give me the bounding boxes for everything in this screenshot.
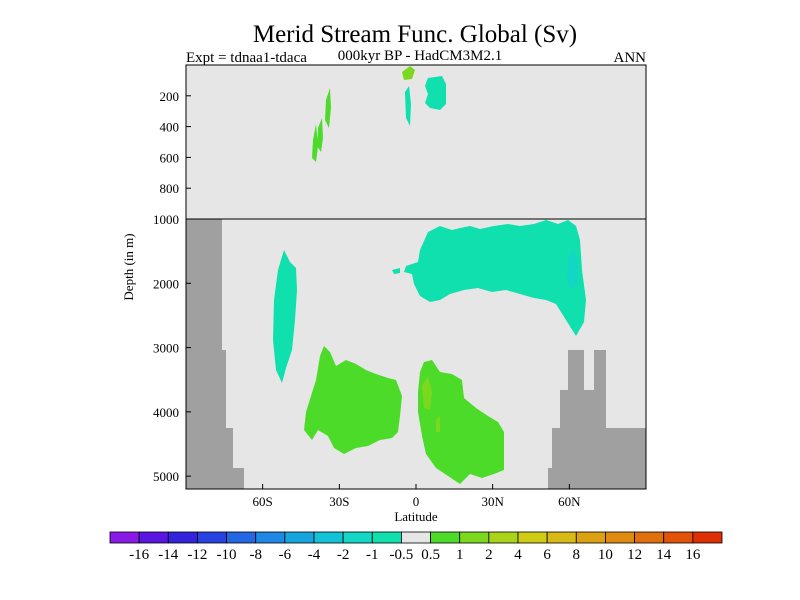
contour-north-cell-core [567, 250, 578, 290]
colorbar-label-5: -6 [279, 547, 292, 563]
colorbar-swatch-12 [459, 531, 490, 544]
lower-panel [185, 218, 647, 490]
contour-abyssal-north [418, 360, 504, 484]
colorbar-swatch-0 [109, 531, 140, 544]
y-axis-lower: 2000 3000 4000 5000 [153, 276, 191, 484]
colorbar-swatch-15 [546, 531, 577, 544]
colorbar-swatch-2 [167, 531, 198, 544]
colorbar-label-2: -12 [187, 547, 207, 563]
x-tick-label-4: 60N [558, 494, 581, 509]
x-tick-label-0: 60S [253, 494, 273, 509]
y-upper-tick-label-0: 200 [160, 89, 180, 104]
y-upper-tick-label-1: 400 [160, 120, 180, 135]
y-axis-upper: 200 400 600 800 1000 [153, 89, 191, 227]
colorbar-label-6: -4 [308, 547, 321, 563]
contour-upper-sliver-c [317, 118, 323, 152]
colorbar-label-18: 14 [656, 547, 672, 563]
colorbar-label-19: 16 [685, 547, 701, 563]
upper-panel [185, 64, 647, 220]
colorbar-label-0: -16 [129, 547, 149, 563]
colorbar-swatch-16 [575, 531, 606, 544]
colorbar-swatch-6 [284, 531, 315, 544]
land-mask [186, 219, 646, 489]
land-mask-arctic [548, 350, 646, 489]
colorbar-swatch-8 [342, 531, 373, 544]
colorbar-swatch-17 [605, 531, 635, 544]
colorbar-label-4: -8 [249, 547, 262, 563]
colorbar-label-12: 2 [485, 547, 493, 563]
colorbar-swatch-13 [488, 531, 519, 544]
contour-upper-tropical-cell [425, 76, 446, 110]
contour-upper-sliver-d [312, 124, 318, 162]
colorbar-swatch-4 [226, 531, 257, 544]
contour-upper-surface-cell [402, 66, 415, 80]
contour-upper-sliver-b [325, 88, 331, 128]
chart-subtitle-model: 000kyr BP - HadCM3M2.1 [338, 48, 502, 64]
colorbar-swatch-19 [663, 531, 694, 544]
contour-abyssal-north-spot [436, 416, 440, 432]
colorbar-label-15: 8 [573, 547, 581, 563]
y-upper-tick-label-3: 800 [160, 181, 180, 196]
colorbar-swatch-9 [371, 531, 402, 544]
chart-subtitle-experiment: Expt = tdnaa1-tdaca [186, 50, 307, 66]
land-mask-antarctica [186, 219, 244, 489]
colorbar-label-11: 1 [456, 547, 464, 563]
colorbar-swatch-20 [692, 531, 723, 544]
colorbar-swatch-5 [255, 531, 286, 544]
colorbar-label-9: -0.5 [390, 547, 414, 563]
colorbar-label-8: -1 [366, 547, 379, 563]
x-axis: 60S 30S 0 30N 60N [253, 484, 581, 509]
colorbar-label-17: 12 [627, 547, 642, 563]
colorbar-swatch-11 [430, 531, 461, 544]
y-upper-tick-label-4: 1000 [153, 212, 179, 227]
colorbar-label-7: -2 [337, 547, 350, 563]
y-axis-label: Depth (in m) [121, 233, 136, 300]
chart-subtitle-season: ANN [614, 50, 647, 66]
colorbar-swatch-1 [138, 531, 169, 544]
upper-panel-background [186, 65, 646, 219]
lower-panel-contours [273, 220, 586, 484]
colorbar-label-10: 0.5 [421, 547, 440, 563]
colorbar: -16 -14 -12 -10 -8 -6 -4 -2 -1 -0.5 0.5 1 2 4 6 8 10 12 14… [109, 531, 723, 563]
x-tick-label-2: 0 [413, 494, 420, 509]
contour-south-deep-cell [273, 250, 297, 383]
contour-abyssal-north-core [422, 376, 432, 410]
colorbar-swatch-10 [401, 531, 431, 544]
y-lower-tick-label-2: 4000 [153, 405, 179, 420]
colorbar-label-16: 10 [598, 547, 613, 563]
y-lower-tick-label-3: 5000 [153, 469, 179, 484]
colorbar-label-13: 4 [514, 547, 522, 563]
colorbar-swatch-18 [634, 531, 665, 544]
colorbar-label-1: -14 [158, 547, 178, 563]
y-upper-tick-label-2: 600 [160, 150, 180, 165]
colorbar-label-14: 6 [543, 547, 551, 563]
upper-panel-contours [312, 66, 446, 162]
contour-north-cell-thread [392, 268, 400, 274]
colorbar-swatch-3 [197, 531, 227, 544]
x-tick-label-3: 30N [481, 494, 504, 509]
contour-north-cell-main [404, 220, 586, 336]
x-tick-label-1: 30S [329, 494, 349, 509]
contour-abyssal-south [304, 346, 402, 454]
y-lower-tick-label-0: 2000 [153, 276, 179, 291]
chart-title: Merid Stream Func. Global (Sv) [253, 21, 577, 48]
x-axis-label: Latitude [394, 509, 438, 524]
contour-upper-sliver-a [405, 86, 411, 126]
colorbar-swatch-14 [517, 531, 548, 544]
colorbar-swatch-7 [313, 531, 344, 544]
colorbar-label-3: -10 [217, 547, 237, 563]
y-lower-tick-label-1: 3000 [153, 341, 179, 356]
